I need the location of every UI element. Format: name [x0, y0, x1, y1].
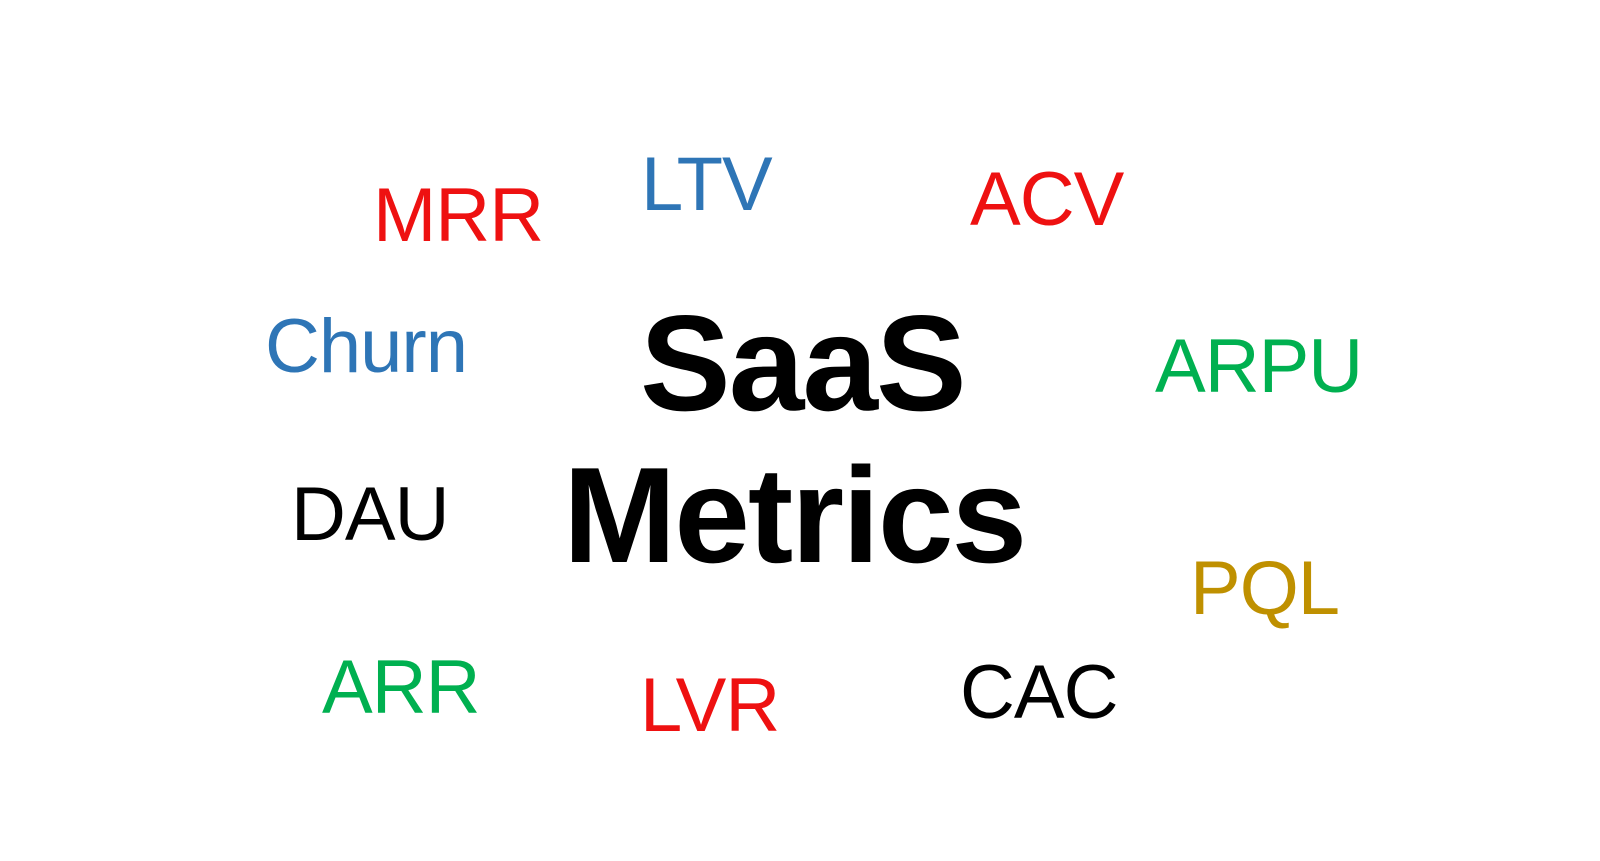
- metric-arr: ARR: [322, 645, 480, 730]
- metric-cac: CAC: [960, 650, 1118, 735]
- metric-mrr: MRR: [373, 173, 544, 258]
- title-metrics: Metrics: [563, 439, 1027, 591]
- metric-lvr: LVR: [640, 663, 780, 748]
- metric-ltv: LTV: [641, 142, 773, 227]
- metric-dau: DAU: [291, 472, 449, 557]
- metric-acv: ACV: [970, 157, 1124, 242]
- metric-pql: PQL: [1190, 546, 1340, 631]
- title-saas: SaaS: [640, 287, 967, 439]
- metric-churn: Churn: [265, 304, 468, 389]
- metric-arpu: ARPU: [1155, 324, 1363, 409]
